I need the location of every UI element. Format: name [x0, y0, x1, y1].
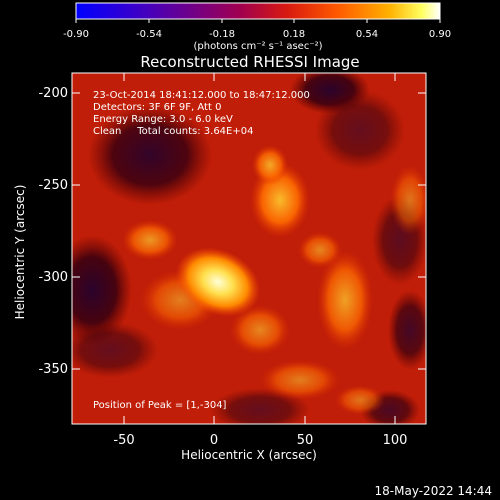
y-tick-label: -200 — [38, 86, 68, 101]
y-axis-ticks — [72, 92, 426, 370]
x-tick-label: 50 — [297, 433, 314, 448]
peak-position-label: Position of Peak = [1,-304] — [93, 400, 227, 411]
colorbar-tick-label: 0.18 — [283, 29, 305, 40]
y-axis-label: Heliocentric Y (arcsec) — [13, 185, 27, 320]
rhessi-image — [72, 73, 426, 424]
colorbar-tick-label: 0.90 — [429, 29, 451, 40]
colorbar-tick-label: -0.18 — [209, 29, 235, 40]
y-tick-label: -300 — [38, 270, 68, 285]
x-axis-ticks — [123, 73, 396, 424]
colorbar — [75, 2, 441, 20]
y-tick-label: -250 — [38, 178, 68, 193]
info-detectors: Detectors: 3F 6F 9F, Att 0 — [93, 102, 221, 113]
colorbar-units: (photons cm⁻² s⁻¹ asec⁻²) — [193, 41, 322, 52]
colorbar-ticks — [75, 19, 441, 23]
x-tick-label: 100 — [383, 433, 408, 448]
colorbar-tick-label: -0.54 — [136, 29, 162, 40]
x-axis-label: Heliocentric X (arcsec) — [181, 448, 317, 462]
colorbar-tick-label: 0.54 — [356, 29, 378, 40]
x-tick-label: -50 — [113, 433, 134, 448]
footer-date: 18-May-2022 14:44 — [375, 484, 492, 498]
y-tick-label: -350 — [38, 362, 68, 377]
colorbar-tick-label: -0.90 — [63, 29, 89, 40]
info-time-range: 23-Oct-2014 18:41:12.000 to 18:47:12.000 — [93, 90, 310, 101]
x-tick-label: 0 — [210, 433, 218, 448]
info-clean-counts: Clean Total counts: 3.64E+04 — [93, 126, 253, 137]
info-energy-range: Energy Range: 3.0 - 6.0 keV — [93, 114, 233, 125]
plot-title: Reconstructed RHESSI Image — [140, 53, 359, 71]
plot-frame — [71, 72, 427, 425]
